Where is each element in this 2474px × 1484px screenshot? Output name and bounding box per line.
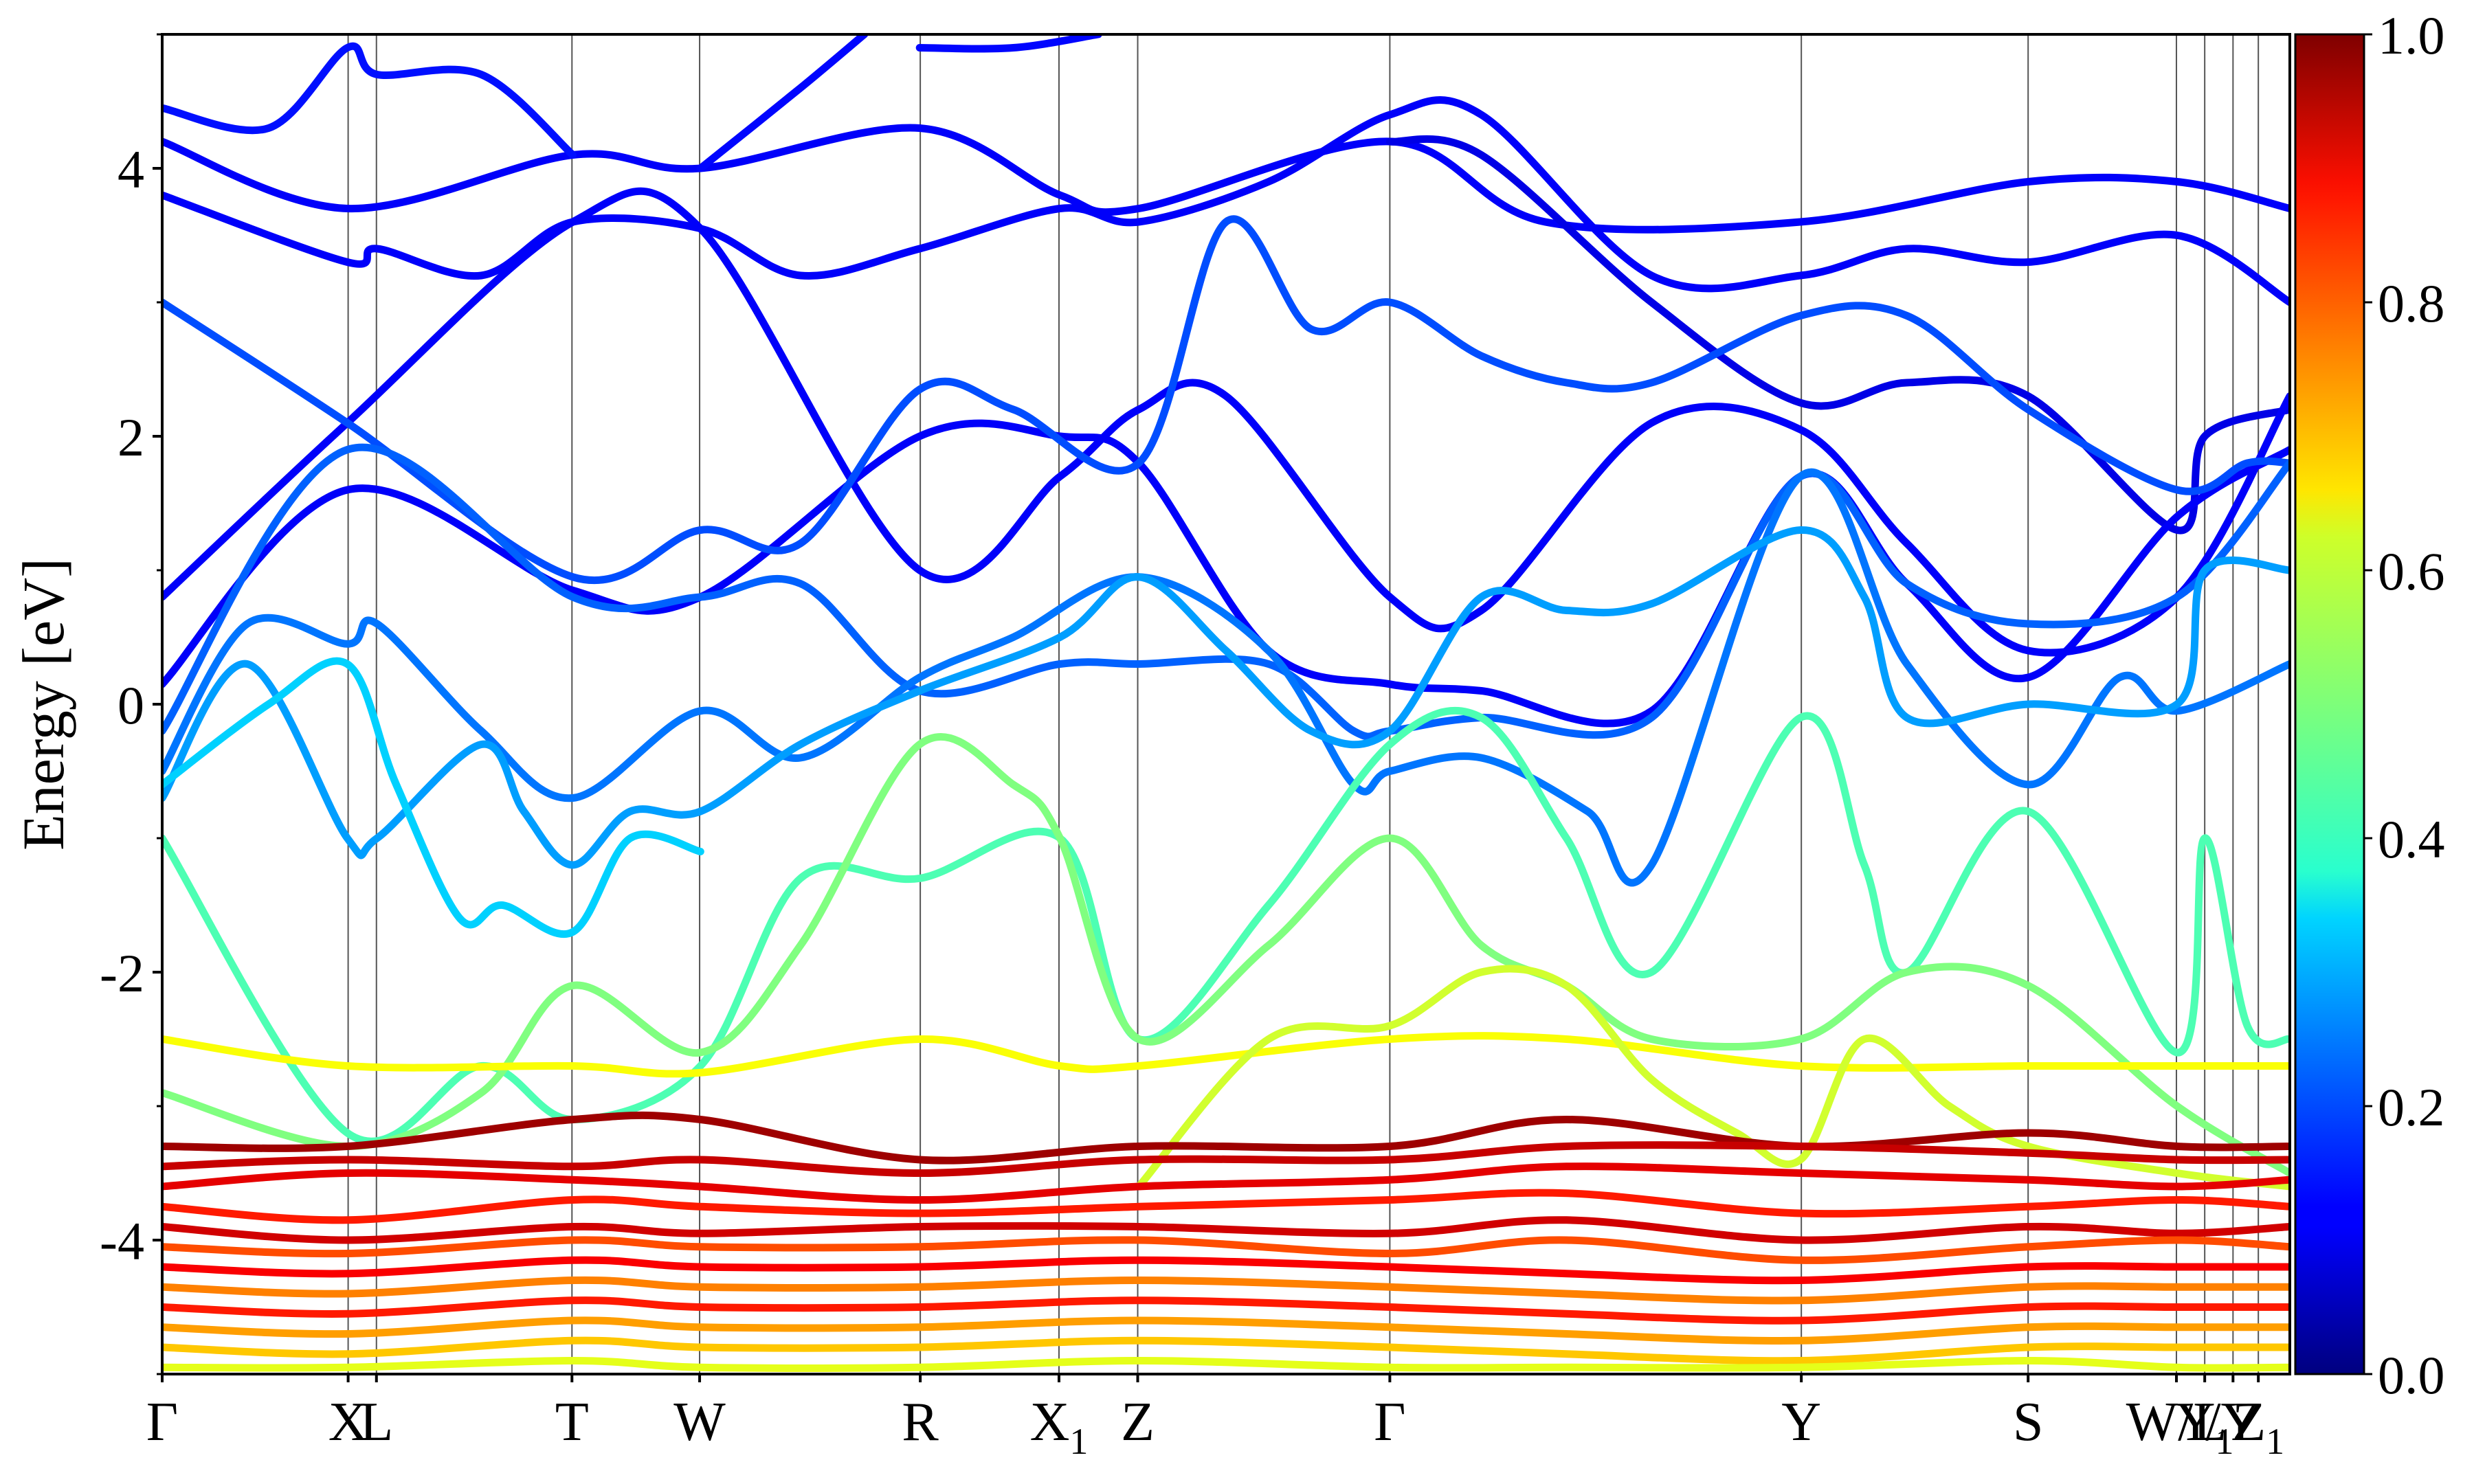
bands <box>162 34 2290 1372</box>
colorbar-ticks: 0.0 0.2 0.4 0.6 0.8 1.0 <box>2364 5 2445 1405</box>
band-line <box>162 1296 2290 1325</box>
band-line <box>162 1141 2290 1177</box>
y-tick-label: 0 <box>118 675 144 735</box>
band-line <box>162 42 577 159</box>
band-line <box>162 215 2290 585</box>
x-tick-label: T <box>555 1392 589 1452</box>
y-tick-label: 4 <box>118 139 144 199</box>
band-line <box>915 34 1102 53</box>
band-line <box>162 1357 2290 1372</box>
x-axis-ticks: Γ XL T W R X1 Z Γ Y S W/LY1/YZ1 <box>146 1374 2284 1462</box>
band-line <box>1135 965 2290 1191</box>
band-line <box>162 1316 2290 1345</box>
band-line <box>162 96 2290 306</box>
y-tick-label: -2 <box>100 943 144 1003</box>
band-line <box>162 1111 2290 1165</box>
x-tick-label: Y <box>1781 1392 1821 1452</box>
colorbar-tick-label: 0.6 <box>2378 541 2445 601</box>
band-line <box>162 1216 2290 1244</box>
band-line <box>162 1189 2290 1224</box>
x-tick-label: S <box>2013 1392 2044 1452</box>
band-line <box>162 443 2290 741</box>
y-tick-label: 2 <box>118 407 144 467</box>
band-line <box>162 187 2290 657</box>
x-tick-label: W <box>673 1392 726 1452</box>
x-tick-label: Γ <box>146 1392 178 1452</box>
band-line <box>162 526 2290 869</box>
x-tick-label: Z1 <box>2232 1392 2284 1462</box>
band-line <box>162 1336 2290 1365</box>
band-line <box>162 419 2290 728</box>
band-line <box>162 1256 2290 1285</box>
x-tick-label: X1 <box>1030 1392 1089 1462</box>
x-tick-label: X <box>328 1392 368 1452</box>
y-axis-ticks: -4 -2 0 2 4 <box>100 33 162 1375</box>
y-axis-label: Energy [eV] <box>10 558 76 851</box>
colorbar-tick-label: 0.2 <box>2378 1077 2445 1137</box>
colorbar-gradient <box>2295 34 2364 1374</box>
colorbar-frame <box>2294 33 2365 1375</box>
band-line <box>162 732 2290 1177</box>
band-line <box>162 1162 2290 1204</box>
x-tick-label: Z <box>1121 1392 1155 1452</box>
band-line <box>696 34 869 172</box>
band-line <box>162 1032 2290 1078</box>
band-line <box>1385 135 2290 535</box>
colorbar-tick-label: 1.0 <box>2378 5 2445 65</box>
band-line <box>162 1236 2290 1264</box>
x-tick-label: W/L <box>2126 1392 2227 1452</box>
colorbar-tick-label: 0.0 <box>2378 1345 2445 1405</box>
x-tick-label: L <box>359 1392 393 1452</box>
colorbar-tick-label: 0.4 <box>2378 809 2445 869</box>
colorbar: 0.0 0.2 0.4 0.6 0.8 1.0 <box>2294 5 2445 1405</box>
band-line <box>162 124 2290 234</box>
band-line <box>162 468 2290 887</box>
x-tick-label: R <box>902 1392 939 1452</box>
band-line <box>162 657 704 938</box>
x-tick-label: /Y <box>2205 1392 2260 1452</box>
x-tick-label: Γ <box>1374 1392 1405 1452</box>
colorbar-tick-label: 0.8 <box>2378 273 2445 333</box>
y-tick-label: -4 <box>100 1211 144 1271</box>
band-line <box>162 1276 2290 1305</box>
